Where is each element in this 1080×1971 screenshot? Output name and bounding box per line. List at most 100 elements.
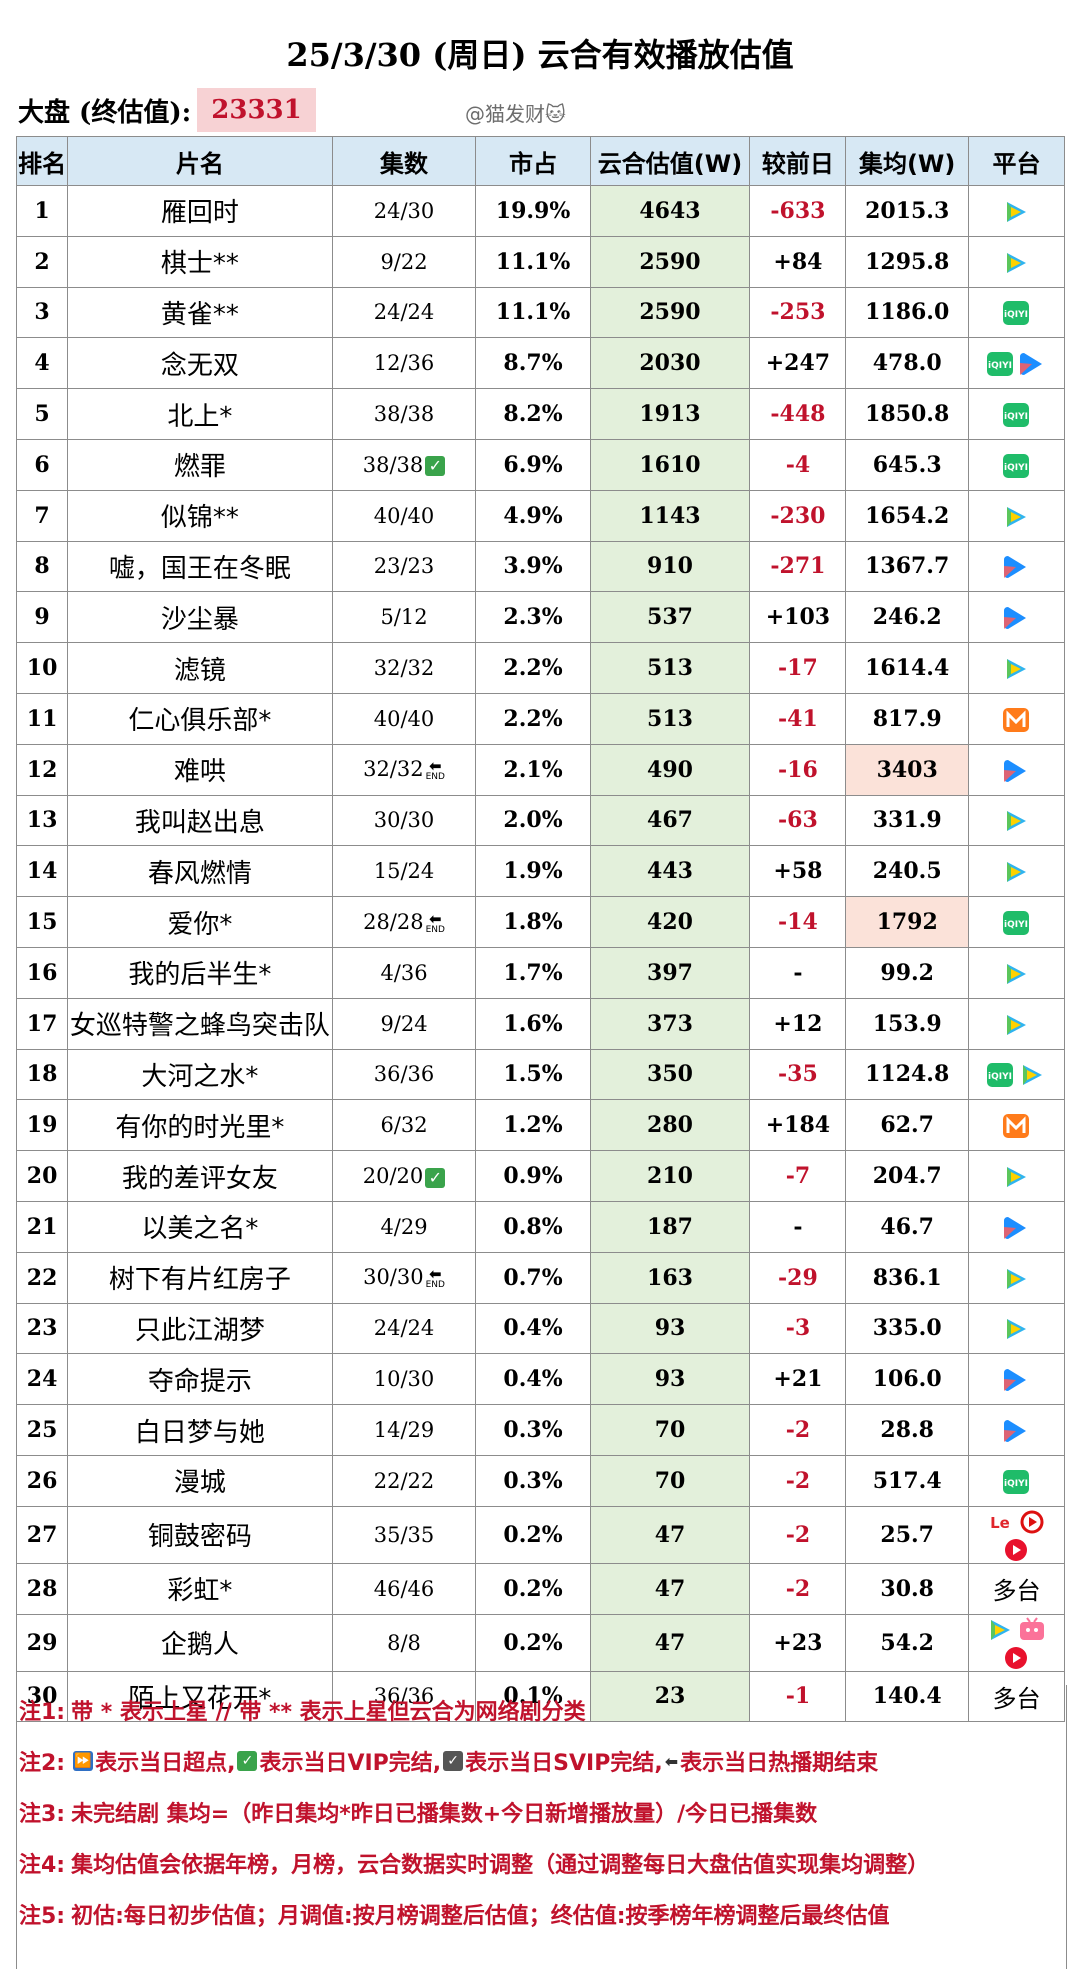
note-2: 注2: ⏩ 表示当日超点, ✓ 表示当日VIP完结, ✓ 表示当日SVIP完结,…	[17, 1736, 1066, 1787]
delta-cell: +103	[749, 591, 847, 644]
header-delta: 较前日	[749, 136, 847, 186]
share-cell: 0.2%	[475, 1562, 591, 1615]
episodes-value: 40/40	[373, 503, 435, 528]
tencent-video-icon	[1000, 1162, 1032, 1190]
title-cell: 北上*	[67, 388, 333, 440]
episodes-cell: 35/35	[331, 1505, 477, 1564]
check-icon: ✓	[237, 1751, 258, 1772]
platform-cell	[967, 997, 1066, 1050]
youku-icon	[1000, 1213, 1032, 1241]
platform-cell	[967, 743, 1066, 796]
svg-text:iQIYI: iQIYI	[1005, 1479, 1029, 1489]
share-cell: 0.7%	[475, 1251, 591, 1304]
episodes-value: 15/24	[373, 859, 435, 884]
average-cell: 204.7	[845, 1150, 969, 1202]
note-key: 注2:	[19, 1751, 66, 1777]
delta-cell: -1	[749, 1670, 847, 1723]
title-cell: 夺命提示	[67, 1353, 333, 1406]
episodes-value: 30/30	[363, 1265, 424, 1290]
table-row: 2 棋士** 9/22 11.1% 2590 +84 1295.8	[15, 235, 1066, 288]
iqiyi-icon: iQIYI	[1000, 908, 1032, 936]
average-cell: 240.5	[845, 845, 969, 898]
market-value: 23331	[197, 88, 316, 132]
red-play-icon	[1000, 1643, 1032, 1671]
title-cell: 念无双	[67, 337, 333, 390]
average-cell: 1186.0	[845, 286, 969, 339]
share-cell: 1.9%	[475, 845, 591, 898]
platform-cell	[967, 591, 1066, 644]
share-cell: 11.1%	[475, 235, 591, 288]
table-row: 29 企鹅人 8/8 0.2% 47 +23 54.2	[15, 1613, 1066, 1672]
header-average: 集均(W)	[845, 136, 969, 186]
estimate-cell: 2590	[589, 235, 751, 288]
episodes-cell: 28/28 ⬅ END	[331, 896, 477, 948]
estimate-cell: 1143	[589, 489, 751, 542]
letv-icon: Le	[984, 1507, 1016, 1535]
platform-cell: iQIYI	[967, 388, 1066, 440]
average-cell: 645.3	[845, 438, 969, 491]
platform-cell: iQIYI	[967, 1048, 1066, 1101]
average-cell: 836.1	[845, 1251, 969, 1304]
delta-cell: -230	[749, 489, 847, 542]
table-row: 24 夺命提示 10/30 0.4% 93 +21 106.0	[15, 1353, 1066, 1406]
note-text: 表示当日VIP完结,	[259, 1751, 442, 1777]
share-cell: 2.0%	[475, 794, 591, 847]
note-3: 注3: 未完结剧 集均=（昨日集均*昨日已播集数+今日新增播放量）/今日已播集数	[17, 1787, 1066, 1838]
title-cell: 棋士**	[67, 235, 333, 288]
platform-cell: iQIYI	[967, 337, 1066, 390]
delta-cell: -14	[749, 896, 847, 948]
estimate-cell: 910	[589, 540, 751, 593]
end-arrow-icon: ⬅	[664, 1751, 679, 1771]
title-cell: 白日梦与她	[67, 1404, 333, 1456]
delta-cell: +247	[749, 337, 847, 390]
platform-cell	[967, 1613, 1066, 1672]
platform-cell	[967, 185, 1066, 237]
rank-cell: 6	[15, 438, 69, 491]
estimate-cell: 93	[589, 1302, 751, 1355]
note-text: 初估:每日初步估值；月调值:按月榜调整后估值；终估值:按季榜年榜调整后最终估值	[71, 1903, 890, 1929]
estimate-cell: 420	[589, 896, 751, 948]
note-key: 注3:	[19, 1801, 66, 1827]
table-row: 14 春风燃情 15/24 1.9% 443 +58 240.5	[15, 845, 1066, 898]
average-cell: 2015.3	[845, 185, 969, 237]
episodes-cell: 14/29	[331, 1404, 477, 1456]
iqiyi-icon: iQIYI	[1000, 298, 1032, 326]
table-row: 4 念无双 12/36 8.7% 2030 +247 478.0 iQIYI	[15, 337, 1066, 390]
title-cell: 大河之水*	[67, 1048, 333, 1101]
rank-cell: 21	[15, 1200, 69, 1253]
rank-cell: 26	[15, 1454, 69, 1507]
rank-cell: 28	[15, 1562, 69, 1615]
title-cell: 爱你*	[67, 896, 333, 948]
delta-cell: +184	[749, 1099, 847, 1152]
title-cell: 沙尘暴	[67, 591, 333, 644]
episodes-value: 32/32	[373, 656, 435, 681]
header-rank: 排名	[15, 136, 69, 186]
table-row: 6 燃罪 38/38 ✓ 6.9% 1610 -4 645.3 iQIYI	[15, 438, 1066, 491]
note-text: 集均估值会依据年榜，月榜，云合数据实时调整（通过调整每日大盘估值实现集均调整）	[71, 1852, 930, 1878]
svg-text:iQIYI: iQIYI	[1005, 920, 1029, 930]
header-share: 市占	[475, 136, 591, 186]
estimate-cell: 1913	[589, 388, 751, 440]
rank-cell: 12	[15, 743, 69, 796]
table-row: 16 我的后半生* 4/36 1.7% 397-99.2	[15, 946, 1066, 999]
rank-cell: 16	[15, 946, 69, 999]
title-cell: 我的差评女友	[67, 1150, 333, 1202]
title-cell: 陌上又花开*	[67, 1670, 333, 1723]
episodes-cell: 9/22	[331, 235, 477, 288]
episodes-cell: 32/32 ⬅ END	[331, 743, 477, 796]
average-cell: 30.8	[845, 1562, 969, 1615]
iqiyi-icon: iQIYI	[1000, 1467, 1032, 1495]
youku-icon	[1016, 349, 1048, 377]
tencent-video-icon	[1000, 197, 1032, 225]
note-key: 注5:	[19, 1903, 66, 1929]
episodes-value: 40/40	[373, 706, 435, 731]
episodes-value: 32/32	[363, 757, 424, 782]
title-cell: 只此江湖梦	[67, 1302, 333, 1355]
average-cell: 1614.4	[845, 642, 969, 694]
platform-cell	[967, 1150, 1066, 1202]
episodes-cell: 38/38	[331, 388, 477, 440]
estimate-cell: 280	[589, 1099, 751, 1152]
notes-section: 注1: 带 * 表示上星 // 带 ** 表示上星但云合为网络剧分类 注2: ⏩…	[16, 1685, 1067, 1969]
table-row: 21 以美之名* 4/29 0.8% 187-46.7	[15, 1200, 1066, 1253]
share-cell: 0.1%	[475, 1670, 591, 1723]
